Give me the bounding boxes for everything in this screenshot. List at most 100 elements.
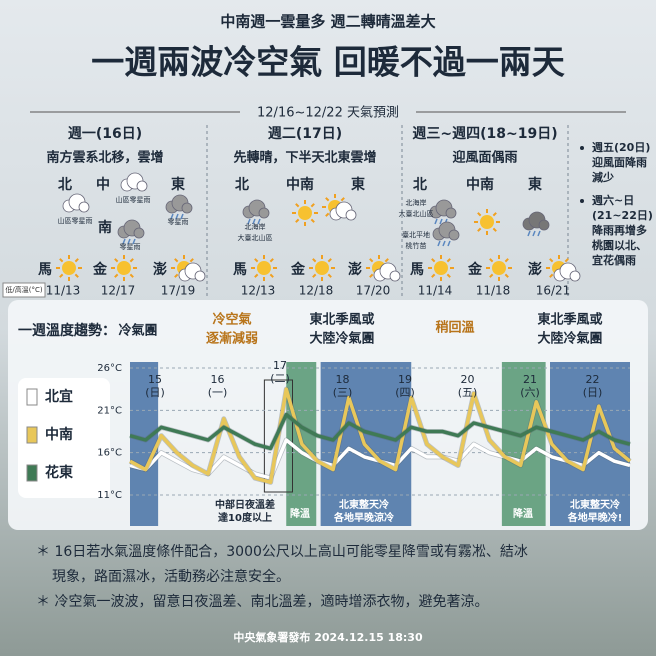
annotation: 各地早晚涼冷 [333,511,394,524]
day-label: 22 [586,373,600,386]
annotation: 降溫 [513,507,533,520]
sun [480,215,494,229]
sun-ray [549,273,554,278]
rain-drop [257,218,261,225]
day-weekday: (五) [458,386,478,399]
chart-title: 一週溫度趨勢： [18,322,116,339]
day-weekday: (三) [333,386,353,399]
temp-key: 低/高溫(°C) [5,285,42,294]
region-note: 北海岸 [245,222,266,231]
sun-ray [114,273,119,278]
region-note: 北海岸 [406,198,427,207]
cloud-part [78,201,90,213]
weather-icon [56,255,82,281]
day-label: 17 [273,359,287,372]
rain-drop [437,240,441,247]
phase-label: 大陸冷氣團 [537,331,602,347]
phase-label: 大陸冷氣團 [309,331,374,347]
region-note: 桃竹苗 [406,241,427,250]
island: 馬 [410,262,424,278]
sun-ray [369,273,374,278]
sun-ray [431,273,436,278]
island: 金 [467,261,483,278]
summary: 迎風面偶雨 [452,150,517,166]
region-note: 零星雨 [168,218,189,226]
cloud-part [181,202,193,214]
phase-label: 逐漸減弱 [206,331,258,347]
y-tick-label: 16°C [97,448,122,459]
sun-ray [327,258,332,263]
sun-ray [564,258,569,263]
outlook-line: 降雨再增多 [592,223,647,237]
sun-ray [59,258,64,263]
phase-label: 冷氣團 [118,323,157,339]
sun-ray [254,258,259,263]
sun [434,261,448,275]
legend-swatch [26,464,38,482]
sun-ray [384,258,389,263]
sun-ray [325,212,330,217]
cloud-part [445,207,457,219]
note: ＊ 16日若水氣溫度條件配合，3000公尺以上高山可能零星降雪或有霧凇、結冰 [36,543,528,560]
day-weekday: (二) [270,372,290,385]
island-temps: 12/18 [299,284,334,298]
phase-label: 冷空氣 [212,312,251,328]
day-weekday: (四) [395,386,415,399]
sun-ray [174,258,179,263]
sun-ray [492,227,497,232]
island-temps: 17/20 [356,284,391,298]
cloud-part [133,227,145,239]
cloud-part [389,270,401,282]
weather-icon [251,255,277,281]
outlook-line: 桃園以北、 [592,238,647,252]
rain-drop [439,218,443,225]
outlook-line: (21~22日) [592,209,653,222]
rain-drop [434,218,438,225]
sun [257,261,271,275]
y-tick-label: 21°C [97,405,122,416]
rain-drop [122,238,126,245]
annotation: 北東整天冷 [570,498,620,511]
region: 東 [528,176,542,193]
annotation: 北東整天冷 [339,498,389,511]
sun-ray [174,273,179,278]
sun-ray [431,258,436,263]
weather-icon [165,194,193,220]
region: 北 [58,177,72,193]
cloud-part [258,207,270,219]
annotation: 中部日夜溫差 [215,498,275,511]
legend-swatch [26,426,38,444]
bullet [580,199,584,203]
sun-ray [129,258,134,263]
day: 週二(17日) [268,126,342,142]
weather-icon [120,172,148,192]
phase-label: 東北季風或 [309,312,374,328]
rain-drop [532,230,536,237]
sun [62,261,76,275]
rain-drop [127,238,131,245]
sun [492,261,506,275]
phase-label: 東北季風或 [537,312,602,328]
island-temps: 11/13 [46,284,81,298]
cloud-part [194,270,206,282]
weather-icon [242,199,270,225]
sun [298,206,312,220]
summary: 先轉晴，下半天北東雲增 [233,150,376,166]
rain-drop [170,213,174,220]
sun-ray [114,258,119,263]
sun-ray [446,258,451,263]
cloud-part [569,270,581,282]
region: 東 [171,176,185,193]
rain-drop [180,213,184,220]
weather-icon [171,255,206,282]
weather-icon [292,200,318,226]
day-label: 16 [211,373,225,386]
legend-label: 中南 [45,426,73,443]
rain-drop [247,218,251,225]
sun-ray [325,197,330,202]
weather-icon [62,193,90,213]
weather-icon [546,255,581,282]
sun-ray [504,258,509,263]
